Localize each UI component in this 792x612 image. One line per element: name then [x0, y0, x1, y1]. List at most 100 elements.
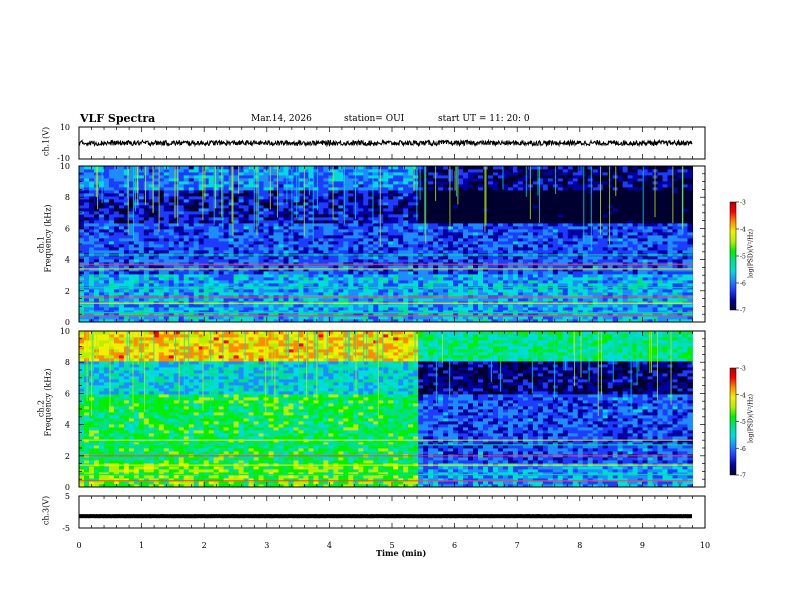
spectrogram-cell: [473, 199, 479, 203]
spectrogram-cell: [468, 268, 474, 272]
spectrogram-cell: [517, 232, 524, 236]
spectrogram-cell: [283, 193, 289, 197]
spectrogram-cell: [463, 265, 469, 269]
spectrogram-cell: [468, 259, 474, 263]
spectrogram-cell: [263, 247, 269, 251]
spectrogram-cell: [213, 211, 220, 215]
spectrogram-cell: [358, 304, 364, 308]
spectrogram-cell: [388, 277, 394, 281]
spectrogram-cell: [483, 298, 489, 302]
spectrogram-cell: [348, 259, 354, 263]
spectrogram-cell: [383, 310, 389, 314]
spectrogram-cell: [173, 193, 180, 197]
spectrogram-cell: [268, 187, 274, 191]
spectrogram-cell: [108, 319, 115, 323]
spectrogram-cell: [288, 319, 294, 323]
spectrogram-cell: [527, 313, 534, 317]
spectrogram-cell: [497, 256, 504, 260]
spectrogram-cell: [183, 292, 190, 296]
spectrogram-cell: [88, 190, 95, 194]
spectrogram-cell: [243, 205, 249, 209]
spectrogram-cell: [293, 187, 299, 191]
spectrogram-cell: [353, 310, 359, 314]
spectrogram-cell: [203, 178, 210, 182]
spectrogram-cell: [138, 280, 145, 284]
spectrogram-cell: [423, 316, 429, 320]
spectrogram-cell: [298, 283, 304, 287]
spectrogram-cell: [388, 229, 394, 233]
spectrogram-cell: [487, 232, 494, 236]
spectrogram-cell: [433, 265, 439, 269]
spectrogram-cell: [178, 196, 185, 200]
spectrogram-cell: [208, 196, 215, 200]
spectrogram-cell: [413, 244, 419, 248]
spectrogram-cell: [123, 274, 130, 278]
spectrogram-cell: [128, 277, 135, 281]
spectrogram-cell: [487, 250, 494, 254]
spectrogram-cell: [228, 277, 235, 281]
spectrogram-cell: [123, 319, 130, 323]
spectrogram-cell: [93, 298, 100, 302]
spectrogram-cell: [133, 268, 140, 272]
spectrogram-cell: [313, 172, 319, 176]
spectrogram-cell: [537, 172, 544, 176]
spectrogram-cell: [368, 268, 374, 272]
spectrogram-cell: [113, 217, 120, 221]
spectrogram-cell: [268, 298, 274, 302]
spectrogram-cell: [208, 205, 215, 209]
spectrogram-cell: [228, 226, 235, 230]
spectrogram-cell: [368, 169, 374, 173]
spectrogram-cell: [413, 202, 419, 206]
spectrogram-cell: [448, 250, 454, 254]
spectrogram-cell: [373, 265, 379, 269]
spectrogram-cell: [118, 169, 125, 173]
spectrogram-cell: [278, 202, 284, 206]
spectrogram-cell: [487, 226, 494, 230]
spectrogram-cell: [303, 181, 309, 185]
spectrogram-cell: [487, 208, 494, 212]
spectrogram-cell: [517, 259, 524, 263]
spectrogram-cell: [203, 247, 210, 251]
spectrogram-cell: [203, 205, 210, 209]
spectrogram-cell: [468, 178, 474, 182]
spectrogram-cell: [218, 283, 225, 287]
spectrogram-cell: [443, 244, 449, 248]
spectrogram-cell: [278, 196, 284, 200]
spectrogram-cell: [108, 166, 115, 170]
spectrogram-cell: [328, 298, 334, 302]
spectrogram-cell: [198, 280, 205, 284]
spectrogram-cell: [338, 235, 344, 239]
spectrogram-cell: [233, 184, 240, 188]
spectrogram-cell: [198, 178, 205, 182]
spectrogram-cell: [492, 313, 499, 317]
spectrogram-cell: [298, 247, 304, 251]
spectrogram-cell: [378, 232, 384, 236]
spectrogram-cell: [497, 190, 504, 194]
spectrogram-cell: [537, 283, 544, 287]
spectrogram-cell: [338, 298, 344, 302]
spectrogram-cell: [532, 178, 539, 182]
spectrogram-cell: [113, 223, 120, 227]
spectrogram-cell: [403, 274, 409, 278]
spectrogram-cell: [148, 214, 155, 218]
spectrogram-cell: [517, 283, 524, 287]
spectrogram-cell: [433, 223, 439, 227]
spectrogram-cell: [173, 217, 180, 221]
spectrogram-cell: [308, 310, 314, 314]
spectrogram-cell: [258, 271, 264, 275]
spectrogram-cell: [183, 199, 190, 203]
spectrogram-cell: [273, 250, 279, 254]
spectrogram-cell: [448, 298, 454, 302]
spectrogram-cell: [203, 229, 210, 233]
spectrogram-cell: [542, 217, 549, 221]
spectrogram-cell: [483, 289, 489, 293]
spectrogram-cell: [218, 223, 225, 227]
spectrogram-cell: [468, 184, 474, 188]
spectrogram-cell: [238, 289, 244, 293]
spectrogram-cell: [378, 310, 384, 314]
spectrogram-cell: [213, 217, 220, 221]
spectrogram-cell: [428, 280, 434, 284]
spectrogram-cell: [303, 250, 309, 254]
spectrogram-cell: [298, 175, 304, 179]
spectrogram-cell: [223, 229, 230, 233]
